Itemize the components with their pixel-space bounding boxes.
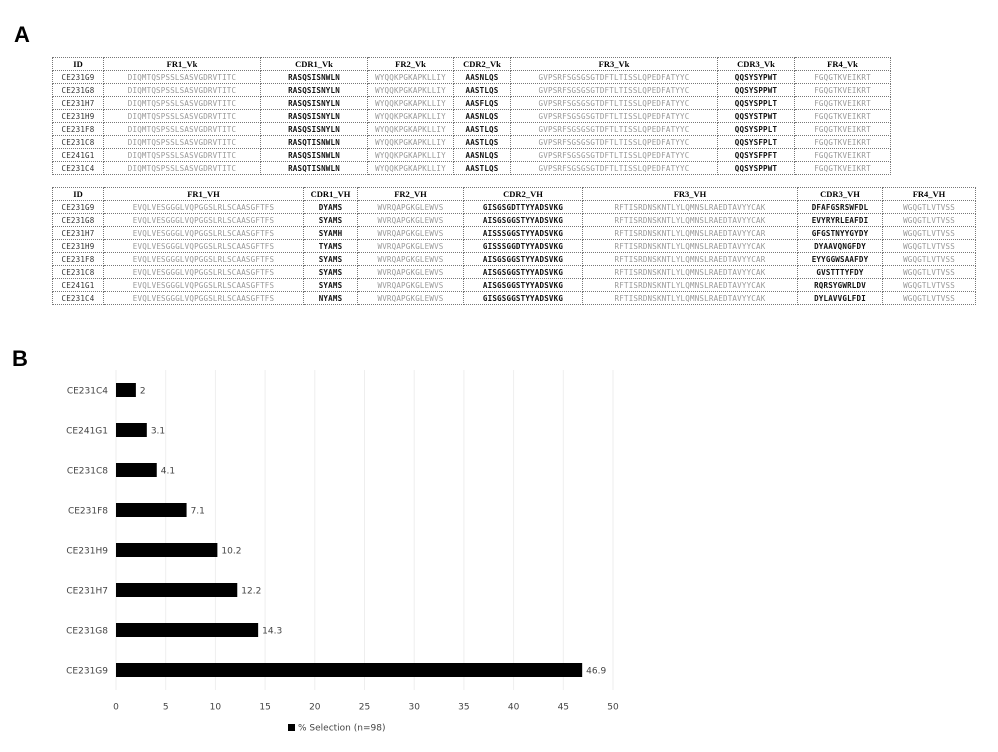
- bar: [116, 463, 157, 477]
- header-row: ID FR1_VH CDR1_VH FR2_VH CDR2_VH FR3_VH CDR3_V…: [52, 187, 976, 201]
- x-tick-label: 15: [259, 703, 270, 713]
- sequence-cell: RASQTISNWLN: [260, 161, 368, 175]
- data-label: 12.2: [241, 587, 261, 597]
- row: CE231C4 EVQLVESGGGLVQPGGSLRLSCAASGFTFS NYA…: [52, 291, 976, 305]
- legend-label: % Selection (n=98): [298, 724, 385, 734]
- panel-label: A: [14, 22, 30, 47]
- data-label: 3.1: [151, 427, 165, 437]
- data-label: 10.2: [221, 547, 241, 557]
- x-tick-label: 50: [607, 703, 619, 713]
- row: CE231H9 EVQLVESGGGLVQPGGSLRLSCAASGFTFS TYA…: [52, 239, 976, 253]
- sequence-cell: NYAMS: [303, 291, 358, 305]
- y-tick-label: CE231F8: [68, 507, 108, 517]
- data-label: 7.1: [191, 507, 205, 517]
- clone-id: CE231C4: [52, 161, 104, 175]
- sequence-cell: DYLAVVGLFDI: [797, 291, 883, 305]
- bar: [116, 663, 583, 677]
- sequence-cell: FGQGTKVEIKRT: [794, 161, 891, 175]
- row: CE231H9 DIQMTQSPSSLSASVGDRVTITC RASQSISNYL…: [52, 109, 891, 123]
- sequence-cell: GVPSRFSGSGSGTDFTLTISSLQPEDFATYYC: [510, 161, 718, 175]
- data-label: 2: [140, 387, 146, 397]
- x-tick-label: 20: [309, 703, 321, 713]
- x-tick-label: 35: [458, 703, 469, 713]
- vk-table: ID FR1_Vk CDR1_Vk FR2_Vk CDR2_Vk FR3_Vk CDR3_V…: [52, 57, 891, 175]
- bar: [116, 423, 147, 437]
- sequence-cell: WGQGTLVTVSS: [882, 291, 976, 305]
- x-tick-label: 40: [508, 703, 520, 713]
- y-tick-label: CE231C4: [67, 387, 108, 397]
- sequence-cell: AASTLQS: [453, 161, 511, 175]
- data-label: 14.3: [262, 627, 282, 637]
- y-tick-label: CE241G1: [66, 427, 108, 437]
- bar: [116, 383, 136, 397]
- legend-swatch: [288, 724, 295, 731]
- x-tick-label: 30: [408, 703, 420, 713]
- y-tick-label: CE231H9: [66, 547, 108, 557]
- x-tick-label: 5: [163, 703, 169, 713]
- data-label: 4.1: [161, 467, 175, 477]
- x-tick-label: 0: [113, 703, 119, 713]
- row: CE231C8 EVQLVESGGGLVQPGGSLRLSCAASGFTFS SYA…: [52, 265, 976, 279]
- panel-label: B: [12, 346, 28, 371]
- y-tick-label: CE231H7: [66, 587, 108, 597]
- bar: [116, 623, 259, 637]
- bar: [116, 583, 238, 597]
- x-tick-label: 25: [359, 703, 370, 713]
- bar: [116, 503, 187, 517]
- x-tick-label: 10: [210, 703, 222, 713]
- vh-table: ID FR1_VH CDR1_VH FR2_VH CDR2_VH FR3_VH CDR3_V…: [52, 187, 976, 305]
- sequence-cell: QQSYSPPWT: [717, 161, 795, 175]
- y-tick-label: CE231G9: [66, 667, 108, 677]
- row: CE231C4 DIQMTQSPSSLSASVGDRVTITC RASQTISNWL…: [52, 161, 891, 175]
- y-tick-label: CE231C8: [67, 467, 108, 477]
- x-tick-label: 45: [558, 703, 569, 713]
- bar: [116, 543, 218, 557]
- row: CE231G8 DIQMTQSPSSLSASVGDRVTITC RASQSISNYL…: [52, 83, 891, 97]
- header-row: ID FR1_Vk CDR1_Vk FR2_Vk CDR2_Vk FR3_Vk CDR3_V…: [52, 57, 891, 71]
- row: CE231G8 EVQLVESGGGLVQPGGSLRLSCAASGFTFS SYA…: [52, 213, 976, 227]
- y-tick-label: CE231G8: [66, 627, 108, 637]
- row: CE231F8 EVQLVESGGGLVQPGGSLRLSCAASGFTFS SYA…: [52, 252, 976, 266]
- data-label: 46.9: [586, 667, 606, 677]
